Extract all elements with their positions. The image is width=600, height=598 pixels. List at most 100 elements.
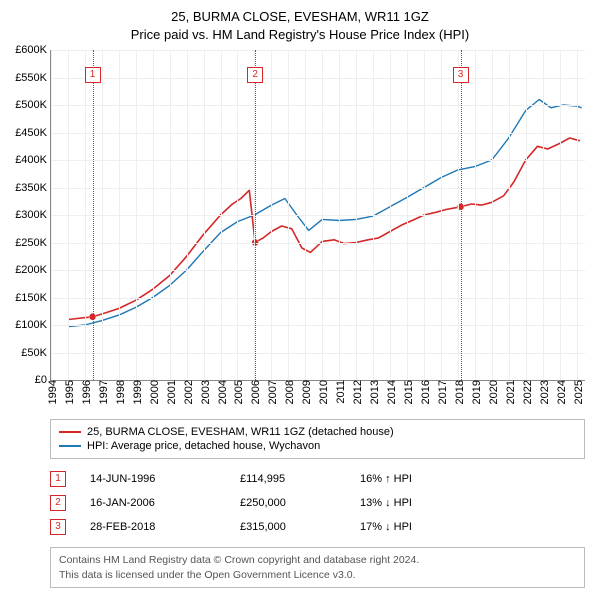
- x-gridline: [424, 50, 425, 380]
- legend-row: HPI: Average price, detached house, Wych…: [59, 439, 576, 453]
- series-line-price_paid: [68, 138, 580, 320]
- y-gridline: [51, 188, 585, 189]
- y-gridline: [51, 353, 585, 354]
- x-gridline: [68, 50, 69, 380]
- event-price: £315,000: [240, 521, 360, 533]
- y-tick-label: £150K: [15, 292, 51, 304]
- event-line: [93, 50, 94, 380]
- x-tick-label: 2007: [263, 380, 279, 404]
- x-tick-label: 2009: [297, 380, 313, 404]
- legend-swatch: [59, 431, 81, 433]
- legend-swatch: [59, 445, 81, 447]
- y-tick-label: £550K: [15, 72, 51, 84]
- x-tick-label: 2022: [518, 380, 534, 404]
- event-line: [461, 50, 462, 380]
- x-tick-label: 2001: [162, 380, 178, 404]
- y-gridline: [51, 160, 585, 161]
- x-gridline: [237, 50, 238, 380]
- x-gridline: [390, 50, 391, 380]
- series-line-hpi: [68, 100, 582, 327]
- x-tick-label: 2010: [314, 380, 330, 404]
- event-delta: 17% ↓ HPI: [360, 521, 480, 533]
- y-gridline: [51, 243, 585, 244]
- x-gridline: [204, 50, 205, 380]
- x-gridline: [543, 50, 544, 380]
- y-gridline: [51, 133, 585, 134]
- y-tick-label: £350K: [15, 182, 51, 194]
- event-number: 3: [50, 519, 66, 535]
- x-tick-label: 2025: [569, 380, 585, 404]
- x-tick-label: 1998: [111, 380, 127, 404]
- event-flag: 2: [247, 67, 263, 83]
- footer-line-1: Contains HM Land Registry data © Crown c…: [59, 553, 576, 567]
- legend-label: HPI: Average price, detached house, Wych…: [87, 440, 320, 452]
- x-gridline: [509, 50, 510, 380]
- title-block: 25, BURMA CLOSE, EVESHAM, WR11 1GZ Price…: [0, 0, 600, 44]
- legend-row: 25, BURMA CLOSE, EVESHAM, WR11 1GZ (deta…: [59, 425, 576, 439]
- x-tick-label: 1999: [128, 380, 144, 404]
- event-date: 28-FEB-2018: [90, 521, 240, 533]
- y-gridline: [51, 215, 585, 216]
- x-tick-label: 2008: [280, 380, 296, 404]
- x-tick-label: 2024: [552, 380, 568, 404]
- x-gridline: [153, 50, 154, 380]
- event-number: 2: [50, 495, 66, 511]
- x-tick-label: 2020: [484, 380, 500, 404]
- x-tick-label: 2004: [213, 380, 229, 404]
- x-gridline: [305, 50, 306, 380]
- event-date: 14-JUN-1996: [90, 473, 240, 485]
- event-row: 3 28-FEB-2018£315,00017% ↓ HPI: [50, 515, 585, 539]
- x-gridline: [441, 50, 442, 380]
- plot: £0£50K£100K£150K£200K£250K£300K£350K£400…: [50, 50, 585, 381]
- x-tick-label: 2012: [348, 380, 364, 404]
- x-tick-label: 2019: [467, 380, 483, 404]
- y-tick-label: £50K: [21, 347, 51, 359]
- x-gridline: [187, 50, 188, 380]
- x-gridline: [119, 50, 120, 380]
- x-tick-label: 2000: [145, 380, 161, 404]
- x-tick-label: 1996: [77, 380, 93, 404]
- x-tick-label: 2018: [450, 380, 466, 404]
- x-gridline: [85, 50, 86, 380]
- event-flag: 3: [453, 67, 469, 83]
- x-tick-label: 2023: [535, 380, 551, 404]
- event-number: 1: [50, 471, 66, 487]
- figure-container: 25, BURMA CLOSE, EVESHAM, WR11 1GZ Price…: [0, 0, 600, 588]
- x-gridline: [475, 50, 476, 380]
- x-tick-label: 2011: [331, 380, 347, 404]
- y-gridline: [51, 270, 585, 271]
- y-tick-label: £250K: [15, 237, 51, 249]
- x-gridline: [526, 50, 527, 380]
- y-gridline: [51, 50, 585, 51]
- y-tick-label: £300K: [15, 209, 51, 221]
- x-tick-label: 2016: [416, 380, 432, 404]
- title-line-2: Price paid vs. HM Land Registry's House …: [0, 26, 600, 44]
- x-tick-label: 1994: [43, 380, 59, 404]
- event-row: 114-JUN-1996£114,99516% ↑ HPI: [50, 467, 585, 491]
- event-delta: 16% ↑ HPI: [360, 473, 480, 485]
- x-tick-label: 2002: [179, 380, 195, 404]
- x-gridline: [136, 50, 137, 380]
- y-gridline: [51, 298, 585, 299]
- x-tick-label: 2003: [196, 380, 212, 404]
- x-gridline: [322, 50, 323, 380]
- x-gridline: [288, 50, 289, 380]
- y-tick-label: £100K: [15, 319, 51, 331]
- x-gridline: [51, 50, 52, 380]
- x-gridline: [170, 50, 171, 380]
- x-tick-label: 1995: [60, 380, 76, 404]
- y-gridline: [51, 78, 585, 79]
- x-gridline: [221, 50, 222, 380]
- event-flag: 1: [85, 67, 101, 83]
- y-tick-label: £450K: [15, 127, 51, 139]
- y-tick-label: £400K: [15, 154, 51, 166]
- x-tick-label: 2005: [229, 380, 245, 404]
- event-row: 216-JAN-2006£250,00013% ↓ HPI: [50, 491, 585, 515]
- x-gridline: [339, 50, 340, 380]
- y-gridline: [51, 325, 585, 326]
- event-price: £250,000: [240, 497, 360, 509]
- events-table: 114-JUN-1996£114,99516% ↑ HPI216-JAN-200…: [50, 467, 585, 539]
- x-gridline: [492, 50, 493, 380]
- y-tick-label: £600K: [15, 44, 51, 56]
- x-gridline: [577, 50, 578, 380]
